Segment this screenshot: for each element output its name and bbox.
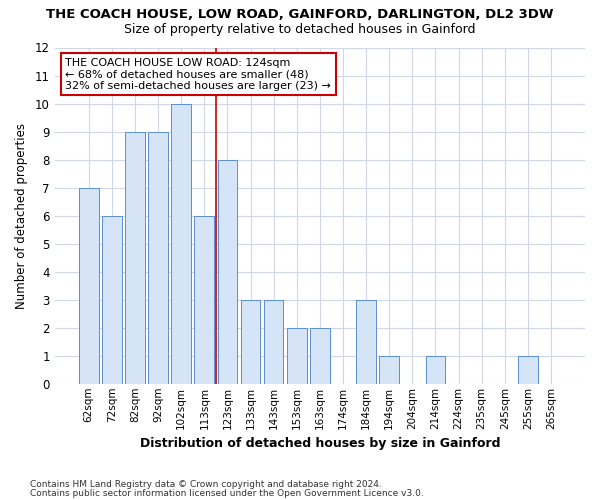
Bar: [518, 356, 538, 384]
Y-axis label: Number of detached properties: Number of detached properties: [15, 122, 28, 308]
X-axis label: Distribution of detached houses by size in Gainford: Distribution of detached houses by size …: [140, 437, 500, 450]
Bar: [264, 300, 283, 384]
Bar: [172, 104, 191, 384]
Bar: [310, 328, 330, 384]
Bar: [287, 328, 307, 384]
Text: Contains HM Land Registry data © Crown copyright and database right 2024.: Contains HM Land Registry data © Crown c…: [30, 480, 382, 489]
Bar: [194, 216, 214, 384]
Bar: [356, 300, 376, 384]
Bar: [102, 216, 122, 384]
Text: Size of property relative to detached houses in Gainford: Size of property relative to detached ho…: [124, 22, 476, 36]
Text: THE COACH HOUSE LOW ROAD: 124sqm
← 68% of detached houses are smaller (48)
32% o: THE COACH HOUSE LOW ROAD: 124sqm ← 68% o…: [65, 58, 331, 91]
Bar: [425, 356, 445, 384]
Bar: [218, 160, 237, 384]
Bar: [125, 132, 145, 384]
Text: THE COACH HOUSE, LOW ROAD, GAINFORD, DARLINGTON, DL2 3DW: THE COACH HOUSE, LOW ROAD, GAINFORD, DAR…: [46, 8, 554, 20]
Bar: [379, 356, 399, 384]
Bar: [148, 132, 168, 384]
Bar: [79, 188, 98, 384]
Text: Contains public sector information licensed under the Open Government Licence v3: Contains public sector information licen…: [30, 488, 424, 498]
Bar: [241, 300, 260, 384]
